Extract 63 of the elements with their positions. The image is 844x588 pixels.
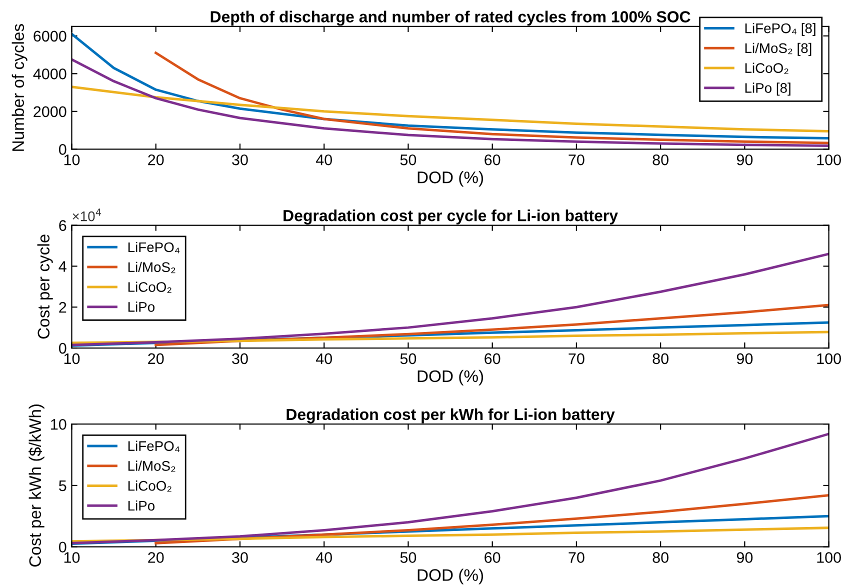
- x-tick-label: 80: [652, 353, 668, 364]
- x-tick-label: 30: [232, 552, 248, 563]
- y-axis-title: Cost per cycle: [37, 234, 53, 339]
- x-tick-label: 100: [817, 552, 841, 563]
- x-tick-label: 90: [736, 552, 753, 563]
- chart-title: Degradation cost per cycle for Li-ion battery: [284, 210, 618, 224]
- y-tick-label: 4000: [33, 68, 66, 80]
- legend-label: LiFePO₄: [128, 242, 180, 254]
- x-tick-label: 90: [736, 154, 753, 166]
- legend-label: LiCoO₂: [745, 62, 788, 74]
- legend-label: LiFePO₄ [8]: [745, 23, 816, 36]
- x-tick-label: 20: [148, 552, 164, 563]
- y-tick-label: 4: [58, 261, 66, 272]
- x-axis-title: DOD (%): [418, 568, 484, 584]
- x-tick-label: 60: [484, 353, 500, 364]
- legend-label: LiPo: [128, 302, 155, 312]
- chart-title: Degradation cost per kWh for Li-ion battery: [286, 408, 615, 424]
- x-tick-label: 20: [148, 154, 164, 166]
- x-axis-title: DOD (%): [418, 370, 484, 386]
- x-tick-label: 30: [232, 154, 248, 166]
- text: ×10$^{4}$: [72, 208, 102, 222]
- y-tick-label: 2000: [34, 106, 66, 118]
- x-tick-label: 50: [400, 552, 416, 563]
- x-tick-label: 60: [484, 552, 500, 563]
- y-tick-label: 0: [58, 542, 66, 553]
- x-tick-label: 90: [736, 353, 753, 364]
- y-axis-title: Number of cycles: [12, 24, 28, 151]
- y-tick-label: 5: [58, 480, 66, 492]
- y-tick-label: 0: [58, 144, 66, 155]
- y-tick-label: 10: [51, 418, 66, 430]
- legend-label: LiCoO₂: [128, 282, 172, 293]
- x-tick-label: 60: [484, 154, 500, 166]
- legend-label: LiFePO₄: [128, 440, 180, 452]
- line-series: [72, 432, 829, 544]
- legend-label: LiPo [8]: [745, 82, 790, 96]
- x-tick-label: 40: [316, 353, 332, 364]
- x-tick-label: 70: [568, 154, 584, 166]
- x-tick-label: 70: [568, 353, 584, 364]
- x-tick-label: 80: [652, 154, 668, 166]
- legend-label: Li/MoS₂: [128, 460, 176, 472]
- y-axis-title: Cost per kWh ($/kWh): [28, 404, 44, 567]
- y-tick-label: 6000: [34, 30, 66, 42]
- x-tick-label: 100: [817, 353, 841, 364]
- legend-label: LiPo: [128, 500, 155, 511]
- y-tick-label: 6: [59, 220, 66, 231]
- x-tick-label: 20: [148, 353, 164, 364]
- x-tick-label: 30: [232, 353, 248, 364]
- x-tick-label: 40: [316, 154, 332, 166]
- x-tick-label: 50: [400, 353, 416, 364]
- legend-label: LiCoO₂: [128, 480, 172, 492]
- x-tick-label: 50: [400, 154, 416, 166]
- chart-title: Depth of discharge and number of rated cycles from 100% SOC: [210, 10, 690, 26]
- line-series: [72, 58, 829, 148]
- x-tick-label: 70: [568, 552, 584, 563]
- x-tick-label: 100: [817, 154, 841, 166]
- x-tick-label: 80: [652, 552, 668, 563]
- line-series: [72, 252, 829, 346]
- y-tick-label: 2: [59, 302, 66, 313]
- legend-label: Li/MoS₂: [128, 262, 176, 274]
- legend-label: Li/MoS₂ [8]: [745, 42, 812, 56]
- y-tick-label: 0: [58, 342, 66, 354]
- x-axis-title: DOD (%): [418, 171, 484, 187]
- x-tick-label: 40: [316, 552, 332, 563]
